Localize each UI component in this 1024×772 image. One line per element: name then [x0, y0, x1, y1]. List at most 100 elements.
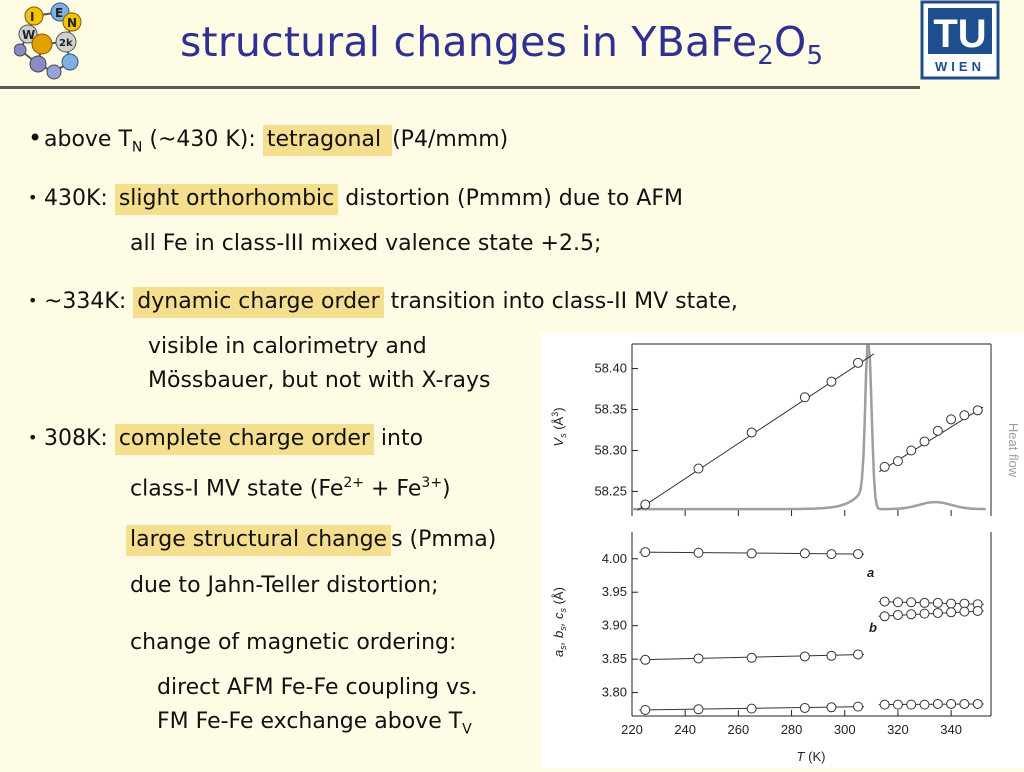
x-tick-label: 240	[674, 722, 696, 737]
lattice-point	[932, 597, 943, 608]
lattice-point	[919, 699, 930, 710]
lattice-point	[932, 698, 943, 709]
lattice-point	[919, 597, 930, 608]
y-tick-label: 3.90	[602, 618, 627, 633]
volume-point	[640, 499, 651, 510]
volume-point	[919, 436, 930, 447]
lattice-point	[826, 650, 837, 661]
logo-wien-text: WIEN	[935, 59, 985, 74]
bullet-4: • 308K: complete charge order into	[28, 424, 424, 455]
highlight: large structural change	[126, 525, 392, 556]
bullet-3-continuation: visible in calorimetry and	[148, 334, 427, 359]
title-subscript: 2	[757, 41, 774, 71]
volume-point	[932, 425, 943, 436]
lattice-point	[826, 549, 837, 560]
y-tick-label: 58.25	[594, 483, 627, 498]
lattice-point	[746, 703, 757, 714]
page-title: structural changes in YBaFe2O5	[180, 18, 823, 71]
bullet-1: •above TN (~430 K): tetragonal (P4/mmm)	[28, 124, 508, 161]
y-tick-label: 58.35	[594, 402, 627, 417]
bullet-3-continuation: Mössbauer, but not with X-rays	[148, 368, 491, 393]
lattice-point	[693, 653, 704, 664]
lattice-point	[826, 702, 837, 713]
logo-letter: 2k	[59, 38, 73, 49]
bullet-subscript: V	[462, 721, 472, 738]
lattice-point	[946, 698, 957, 709]
volume-point	[946, 414, 957, 425]
bullet-4-continuation: due to Jahn-Teller distortion;	[130, 573, 439, 598]
logo-tu-text: TU	[933, 12, 986, 56]
bullet-3: • ~334K: dynamic charge order transition …	[28, 287, 738, 318]
lattice-point	[959, 606, 970, 617]
x-tick-label: 320	[887, 722, 909, 737]
heat-flow-curve	[632, 344, 986, 511]
bullet-dot: •	[28, 291, 38, 310]
title-oxygen: O	[774, 18, 807, 66]
bullet-superscript: 2+	[343, 475, 364, 491]
title-subscript: 5	[806, 41, 824, 71]
lattice-point	[906, 609, 917, 620]
bullet-text: above T	[44, 127, 132, 152]
bullet-dot: •	[28, 428, 38, 447]
bullet-superscript: 3+	[421, 475, 443, 491]
bullet-text: distortion (Pmmm) due to AFM	[338, 186, 683, 211]
lattice-point	[799, 651, 810, 662]
lattice-point	[746, 652, 757, 663]
bullet-4-continuation: class-I MV state (Fe2+ + Fe3+)	[130, 469, 451, 503]
top-ylabel: Vs (Å3)	[550, 407, 568, 446]
bullet-dot: •	[28, 188, 38, 207]
x-tick-label: 280	[781, 722, 803, 737]
bullet-4-continuation: FM Fe-Fe exchange above TV	[157, 708, 472, 743]
volume-point	[906, 445, 917, 456]
bullet-2: • 430K: slight orthorhombic distortion (P…	[28, 184, 683, 215]
lattice-point	[946, 607, 957, 618]
volume-point	[826, 376, 837, 387]
xlabel: T (K)	[797, 749, 826, 764]
y-tick-label: 4.00	[602, 551, 627, 566]
bullet-text: into	[373, 426, 424, 451]
lattice-point	[892, 597, 903, 608]
annotation-b: b	[869, 620, 877, 635]
lattice-point	[853, 701, 864, 712]
bullet-text: transition into class-II MV state,	[383, 289, 738, 314]
chart-svg: Vs (Å3) Heat flow as, bs, cs (Å) T (K) a…	[550, 343, 1021, 764]
tu-wien-logo: TU WIEN	[920, 0, 1002, 82]
volume-point	[892, 456, 903, 467]
y-tick-label: 58.30	[594, 442, 627, 457]
logo-letter: E	[55, 6, 63, 20]
volume-point	[693, 463, 704, 474]
lattice-point	[693, 547, 704, 558]
volume-point	[972, 405, 983, 416]
annotation-a: a	[867, 565, 874, 580]
lattice-point	[959, 698, 970, 709]
bottom-ylabel: as, bs, cs (Å)	[551, 587, 568, 657]
bullet-text: 430K:	[44, 186, 115, 211]
lattice-point	[640, 654, 651, 665]
y-tick-label: 3.80	[602, 685, 627, 700]
lattice-point	[972, 698, 983, 709]
x-tick-label: 340	[940, 722, 962, 737]
bullet-subscript: N	[131, 139, 143, 156]
lattice-point	[693, 704, 704, 715]
lattice-point	[919, 608, 930, 619]
lattice-point	[906, 597, 917, 608]
volume-point	[799, 392, 810, 403]
lattice-point	[906, 699, 917, 710]
bullet-2-continuation: all Fe in class-III mixed valence state …	[130, 231, 602, 256]
bullet-text: FM Fe-Fe exchange above T	[157, 709, 463, 734]
bullet-4-continuation: direct AFM Fe-Fe coupling vs.	[157, 675, 478, 700]
bullet-4-continuation: large structural change s (Pmma)	[126, 525, 496, 556]
title-divider	[0, 86, 920, 89]
lattice-point	[879, 699, 890, 710]
lattice-point	[640, 547, 651, 558]
x-tick-label: 260	[728, 722, 750, 737]
wien2k-logo: I E N W 2k	[13, 0, 90, 80]
bullet-4-continuation: change of magnetic ordering:	[130, 630, 457, 655]
x-tick-label: 220	[621, 722, 643, 737]
bullet-text: + Fe	[364, 476, 422, 502]
figure-panel: Vs (Å3) Heat flow as, bs, cs (Å) T (K) a…	[541, 332, 1024, 768]
logo-letter: N	[67, 16, 77, 30]
volume-point	[853, 357, 864, 368]
lattice-point	[879, 596, 890, 607]
logo-letter: I	[30, 10, 34, 24]
